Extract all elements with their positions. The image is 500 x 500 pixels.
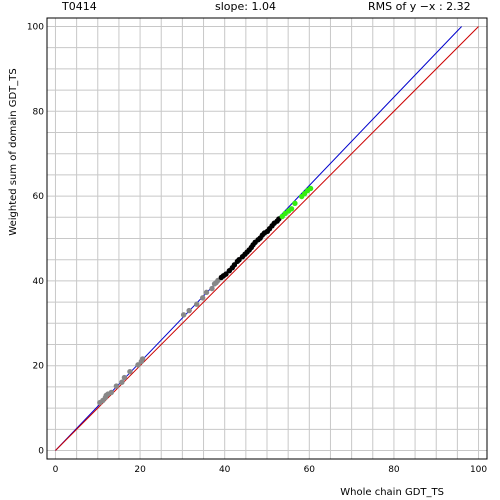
- data-point: [135, 362, 141, 368]
- x-tick-label: 60: [304, 465, 316, 475]
- data-point: [194, 301, 200, 307]
- data-point: [180, 312, 187, 318]
- target-id-label: T0414: [62, 0, 97, 13]
- data-point: [108, 389, 115, 396]
- y-tick-label: 80: [33, 107, 45, 117]
- data-point: [223, 271, 229, 277]
- y-tick-label: 60: [33, 192, 45, 202]
- rms-label: RMS of y −x : 2.32: [368, 0, 471, 13]
- data-point: [127, 368, 133, 375]
- data-point: [119, 379, 125, 385]
- x-tick-label: 0: [53, 465, 59, 475]
- plot-frame: [46, 17, 488, 460]
- y-tick-label: 0: [38, 447, 44, 457]
- x-tick-label: 80: [388, 465, 400, 475]
- data-point: [288, 206, 295, 212]
- data-point: [199, 295, 206, 301]
- tick-labels: 0 20 40 60 80 100 0 20 40 60 80 100: [27, 22, 488, 475]
- data-point: [139, 356, 146, 362]
- data-point: [307, 185, 314, 192]
- data-point: [203, 289, 210, 296]
- data-point: [209, 285, 215, 292]
- x-tick-label: 20: [134, 465, 146, 475]
- data-point: [121, 374, 128, 381]
- x-tick-label: 40: [219, 465, 231, 475]
- reference-line: [55, 26, 479, 451]
- y-tick-label: 40: [33, 277, 45, 287]
- x-tick-label: 100: [470, 465, 487, 475]
- data-points: [97, 185, 314, 406]
- data-point: [292, 200, 298, 207]
- data-point: [113, 383, 120, 389]
- y-tick-label: 100: [27, 22, 44, 32]
- x-axis-label: Whole chain GDT_TS: [340, 487, 444, 498]
- slope-label: slope: 1.04: [215, 0, 276, 13]
- y-tick-label: 20: [33, 362, 45, 372]
- y-axis-label: Weighted sum of domain GDT_TS: [8, 68, 19, 235]
- data-point: [186, 307, 192, 314]
- grid-lines: [47, 18, 487, 459]
